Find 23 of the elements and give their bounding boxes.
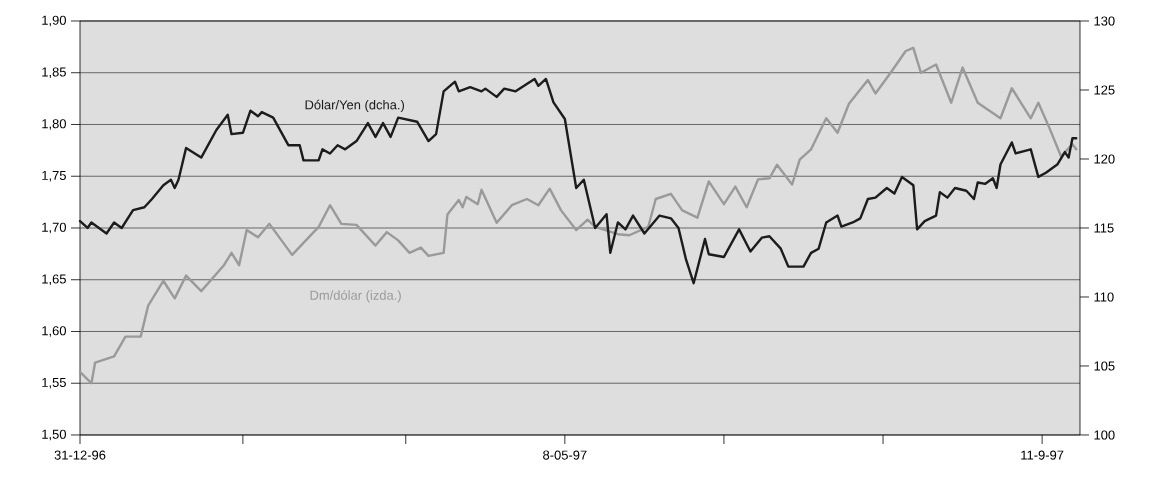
y-tick-label: 1,55	[42, 377, 66, 389]
y2-tick-label: 130	[1094, 16, 1115, 26]
y2-tick-label: 125	[1094, 85, 1115, 95]
y-tick-label: 1,80	[42, 119, 66, 130]
series-label: Dólar/Yen (dcha.)	[305, 99, 405, 112]
x-tick-label: 8-05-97	[543, 450, 587, 460]
y-tick-label: 1,60	[42, 326, 66, 337]
y-tick-label: 1,70	[42, 222, 66, 234]
y-tick-label: 1,50	[42, 429, 66, 441]
x-tick-label: 31-12-96	[54, 450, 106, 460]
y2-tick-label: 115	[1094, 223, 1114, 233]
line-series	[78, 46, 1078, 385]
y2-tick-label: 120	[1094, 154, 1115, 164]
x-tick-label: 11-9-97	[1021, 450, 1064, 460]
y2-tick-label: 110	[1094, 292, 1114, 302]
y2-tick-label: 105	[1094, 361, 1115, 371]
y-tick-label: 1,85	[42, 67, 66, 79]
y2-tick-label: 100	[1094, 430, 1115, 440]
y-tick-label: 1,90	[42, 15, 66, 27]
y-tick-label: 1,75	[42, 170, 66, 182]
text: Dm/dólar (izda.)	[310, 290, 401, 303]
y-tick-label: 1,65	[42, 274, 66, 286]
line-series	[78, 77, 1078, 285]
